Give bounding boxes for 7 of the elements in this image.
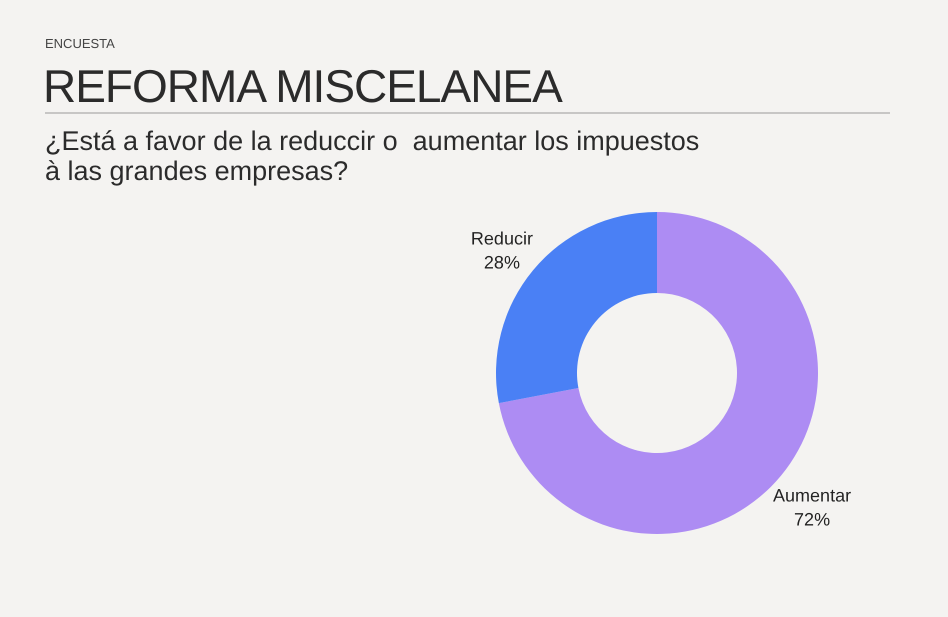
data-label: 28% xyxy=(484,252,520,273)
chart-title: REFORMA MISCELANEA xyxy=(43,60,564,112)
slice-label: Aumentar xyxy=(773,485,852,506)
data-label: 72% xyxy=(794,509,830,530)
slice-label: Reducir xyxy=(470,228,533,249)
text: ENCUESTA xyxy=(45,36,116,51)
chart-subtitle: ¿Está a favor de la reduccir o aumentar los impuestos à las grandes empresas? xyxy=(45,126,700,186)
